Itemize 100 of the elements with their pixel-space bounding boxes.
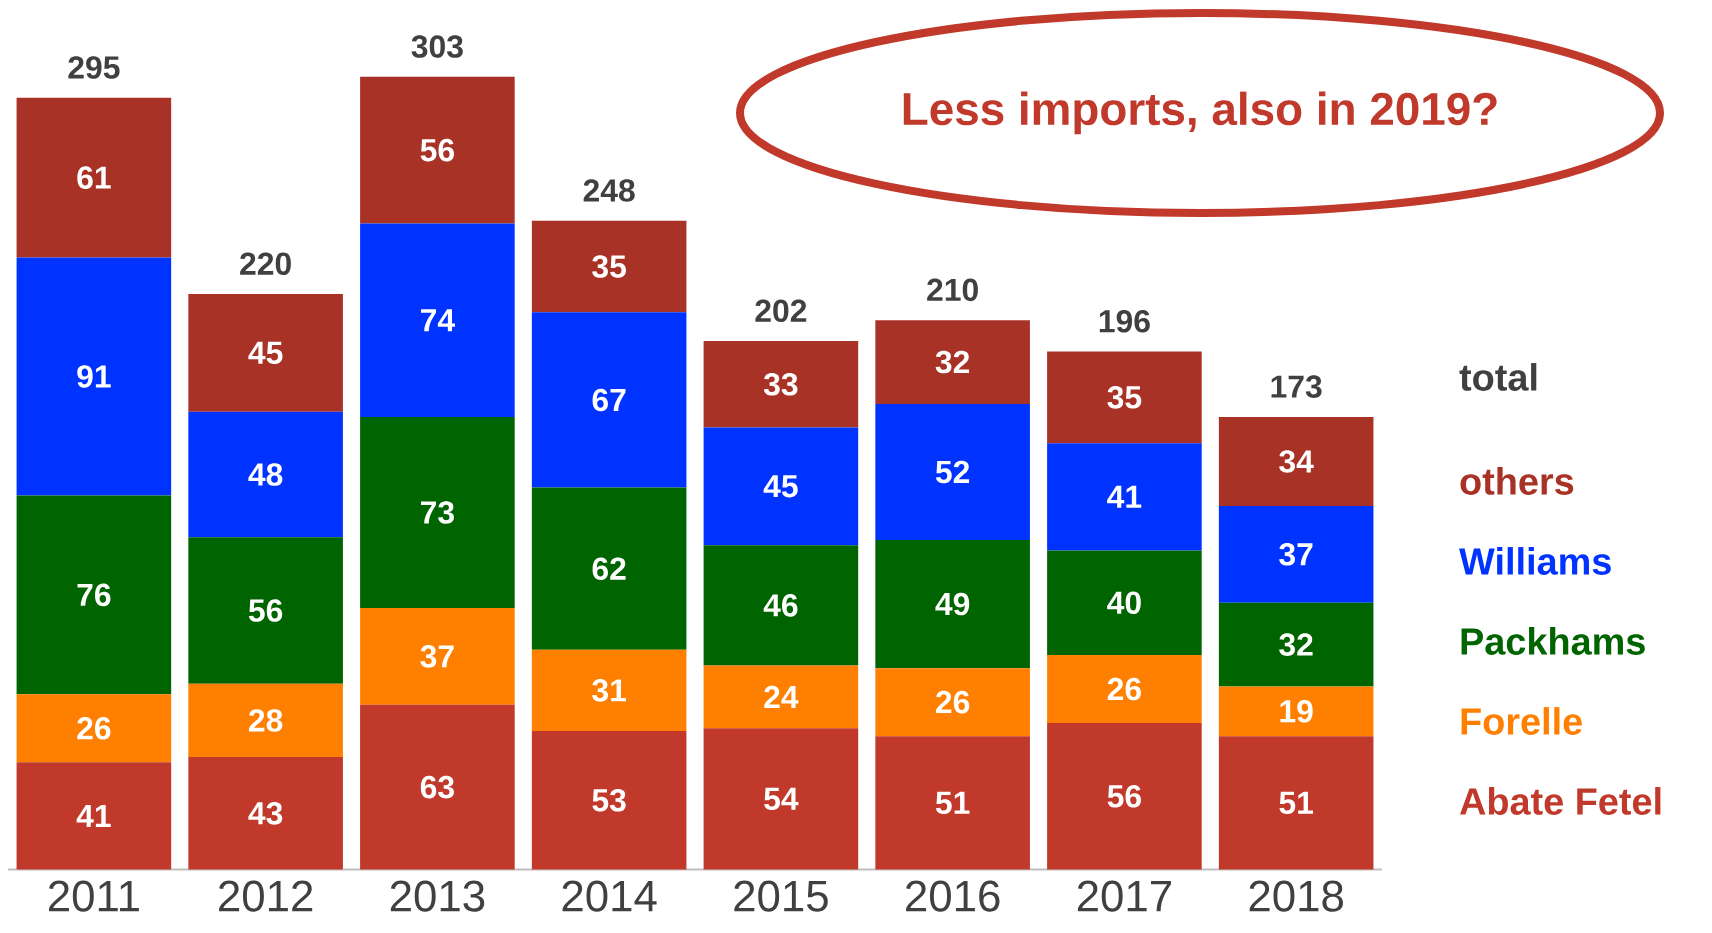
data-label: 35 — [592, 255, 626, 278]
bar — [360, 76, 515, 224]
x-tick-label: 2016 — [906, 880, 1000, 912]
annotation: Less imports, also in 2019? — [903, 91, 1497, 135]
data-label: 26 — [77, 717, 111, 740]
x-tick-label: 2011 — [48, 880, 139, 912]
data-label: 41 — [76, 804, 111, 827]
bar — [1047, 655, 1202, 724]
bar — [1047, 550, 1202, 656]
bar — [531, 649, 687, 731]
bar — [360, 416, 515, 608]
bar — [703, 665, 859, 729]
data-label: 76 — [77, 583, 111, 607]
data-label: 53 — [592, 788, 626, 812]
data-label: 51 — [935, 791, 970, 814]
total-label: 303 — [411, 35, 463, 58]
total-label: 173 — [1271, 375, 1322, 398]
bar — [1218, 686, 1374, 737]
data-label: 32 — [1279, 633, 1313, 656]
bar — [1047, 443, 1202, 551]
x-tick-label: 2014 — [562, 880, 657, 912]
bar — [360, 223, 515, 417]
bar — [1047, 723, 1202, 870]
data-label: 40 — [1107, 591, 1141, 615]
data-label: 56 — [248, 599, 283, 622]
text: Williams — [1459, 547, 1611, 575]
data-label: 34 — [1279, 450, 1314, 473]
bar — [188, 537, 343, 684]
bar — [1218, 602, 1374, 687]
x-tick-label: 2013 — [390, 880, 485, 912]
total-label: 210 — [927, 278, 978, 302]
data-label: 45 — [763, 475, 798, 498]
bar — [1218, 416, 1374, 506]
data-label: 49 — [935, 592, 970, 616]
data-label: 26 — [1107, 677, 1141, 701]
bar — [188, 757, 343, 870]
bar — [16, 762, 172, 870]
data-label: 73 — [421, 501, 454, 524]
bar — [875, 320, 1030, 404]
bar — [703, 728, 859, 870]
total-label: 295 — [68, 56, 120, 79]
data-label: 56 — [1107, 785, 1141, 808]
data-label: 52 — [935, 460, 970, 484]
bar — [531, 220, 687, 313]
data-label: 31 — [592, 679, 626, 702]
text: others — [1460, 467, 1574, 495]
data-label: 35 — [1107, 386, 1142, 409]
bar — [1218, 505, 1374, 603]
data-label: 51 — [1279, 791, 1313, 814]
data-label: 56 — [420, 138, 454, 162]
bar — [16, 694, 172, 763]
bar — [1218, 736, 1374, 870]
bar — [188, 294, 343, 412]
data-label: 33 — [763, 372, 798, 396]
data-label: 43 — [248, 802, 283, 825]
bar — [703, 341, 859, 428]
total-label: 202 — [755, 299, 807, 323]
data-label: 91 — [77, 365, 111, 388]
x-tick-label: 2015 — [734, 880, 828, 912]
data-label: 67 — [592, 388, 626, 412]
data-label: 62 — [592, 557, 626, 581]
bar — [531, 487, 687, 650]
bar — [360, 607, 515, 705]
bar — [531, 730, 687, 870]
x-tick-label: 2012 — [219, 880, 313, 912]
bar — [188, 683, 343, 758]
data-label: 28 — [249, 709, 283, 732]
bar — [875, 403, 1030, 540]
bar — [360, 704, 515, 870]
bar — [16, 257, 172, 496]
data-label: 32 — [935, 350, 970, 374]
data-label: 26 — [936, 690, 970, 714]
bar — [188, 411, 343, 538]
total-label: 196 — [1099, 309, 1150, 333]
data-label: 63 — [420, 775, 454, 799]
data-label: 61 — [77, 166, 111, 189]
text: Forelle — [1461, 707, 1582, 735]
total-label: 220 — [240, 252, 291, 275]
data-label: 74 — [421, 309, 455, 332]
data-label: 24 — [764, 685, 799, 709]
data-label: 46 — [763, 594, 798, 617]
x-tick-label: 2018 — [1249, 880, 1343, 912]
data-label: 37 — [1279, 543, 1313, 566]
bar — [1047, 351, 1202, 444]
bar — [703, 545, 859, 666]
text: Packhams — [1461, 627, 1645, 655]
bar — [531, 312, 687, 488]
data-label: 45 — [248, 341, 283, 364]
bar — [875, 668, 1030, 737]
bar — [875, 539, 1030, 669]
data-label: 41 — [1107, 485, 1142, 508]
bar — [875, 736, 1030, 870]
text: Abate Fetel — [1459, 787, 1661, 815]
total-label: 248 — [583, 179, 635, 202]
data-label: 48 — [248, 463, 283, 486]
data-label: 37 — [420, 645, 454, 668]
bar — [16, 495, 172, 695]
data-label: 54 — [764, 787, 799, 811]
bar — [703, 427, 859, 546]
bar — [16, 97, 172, 258]
